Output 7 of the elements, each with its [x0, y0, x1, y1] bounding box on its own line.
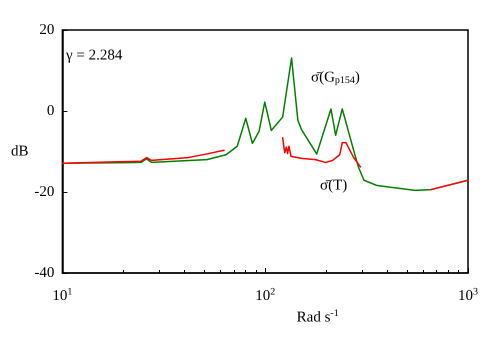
series-label: σ̄(T): [320, 178, 348, 194]
y-tick-label: -20: [34, 184, 54, 200]
y-tick-label: 0: [46, 103, 54, 119]
y-tick-label: -40: [34, 265, 54, 281]
y-axis-title: dB: [10, 144, 29, 160]
annotation: γ = 2.284: [65, 48, 123, 64]
y-tick-label: 20: [39, 22, 54, 38]
